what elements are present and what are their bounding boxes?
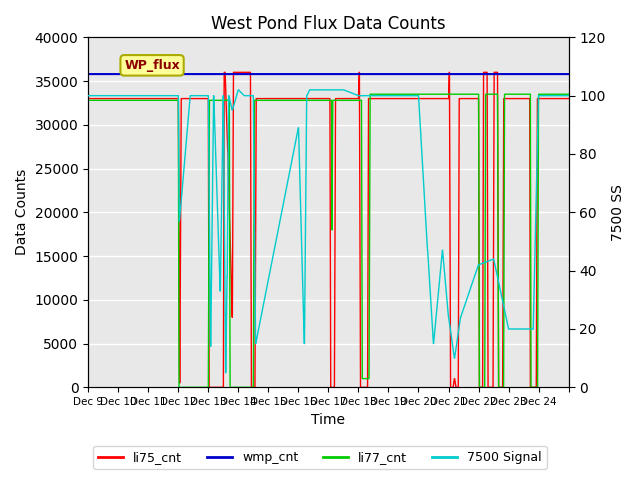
Text: WP_flux: WP_flux [124,59,180,72]
X-axis label: Time: Time [312,413,346,427]
Legend: li75_cnt, wmp_cnt, li77_cnt, 7500 Signal: li75_cnt, wmp_cnt, li77_cnt, 7500 Signal [93,446,547,469]
Y-axis label: 7500 SS: 7500 SS [611,184,625,241]
Title: West Pond Flux Data Counts: West Pond Flux Data Counts [211,15,445,33]
Y-axis label: Data Counts: Data Counts [15,169,29,255]
